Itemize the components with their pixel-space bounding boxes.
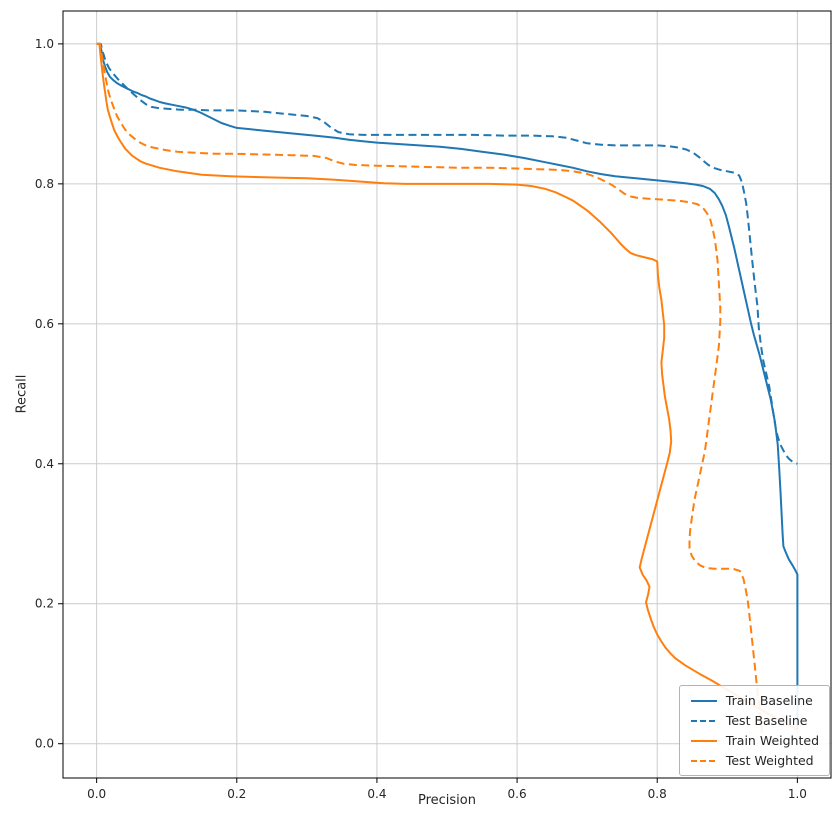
axes-frame [62, 10, 832, 779]
legend-label: Train Weighted [725, 733, 819, 748]
x-tick-label: 0.6 [508, 787, 527, 801]
x-tick-label: 0.4 [367, 787, 386, 801]
series-layer [96, 42, 799, 741]
y-tick-label: 0.0 [35, 737, 54, 751]
x-tick-label: 0.8 [648, 787, 667, 801]
tick-layer [58, 43, 798, 783]
series-train-baseline [96, 42, 799, 730]
series-train-weighted [96, 42, 798, 731]
legend-item-train-weighted: Train Weighted [689, 733, 819, 748]
x-axis-label: Precision [417, 793, 476, 808]
y-tick-label: 0.4 [35, 457, 54, 471]
legend-line-sample-icon [690, 739, 717, 742]
tick-label-layer: 0.0 0.2 0.4 0.6 0.8 1.0 0.0 0.2 0.4 0.6 0.8 1.0 [35, 37, 807, 801]
legend-label: Train Baseline [725, 693, 813, 708]
legend-item-test-weighted: Test Weighted [689, 753, 819, 768]
y-axis-label: Recall [14, 374, 30, 414]
x-tick-label: 0.2 [227, 787, 246, 801]
legend-item-test-baseline: Test Baseline [689, 713, 819, 728]
legend-label: Test Baseline [725, 713, 808, 728]
y-tick-label: 1.0 [35, 37, 54, 51]
legend-label: Test Weighted [725, 753, 814, 768]
x-tick-label: 0.0 [87, 787, 106, 801]
legend-item-train-baseline: Train Baseline [689, 693, 819, 708]
series-test-weighted [96, 42, 764, 741]
legend: Train Baseline Test Baseline Train Weigh… [678, 685, 830, 776]
legend-line-sample-icon [690, 699, 717, 702]
y-tick-label: 0.6 [35, 317, 54, 331]
legend-line-sample-icon [690, 719, 717, 722]
x-tick-label: 1.0 [788, 787, 807, 801]
y-tick-label: 0.2 [35, 597, 54, 611]
legend-line-sample-icon [690, 759, 717, 762]
grid-layer [63, 11, 831, 778]
y-tick-label: 0.8 [35, 177, 54, 191]
series-test-baseline [96, 42, 798, 465]
